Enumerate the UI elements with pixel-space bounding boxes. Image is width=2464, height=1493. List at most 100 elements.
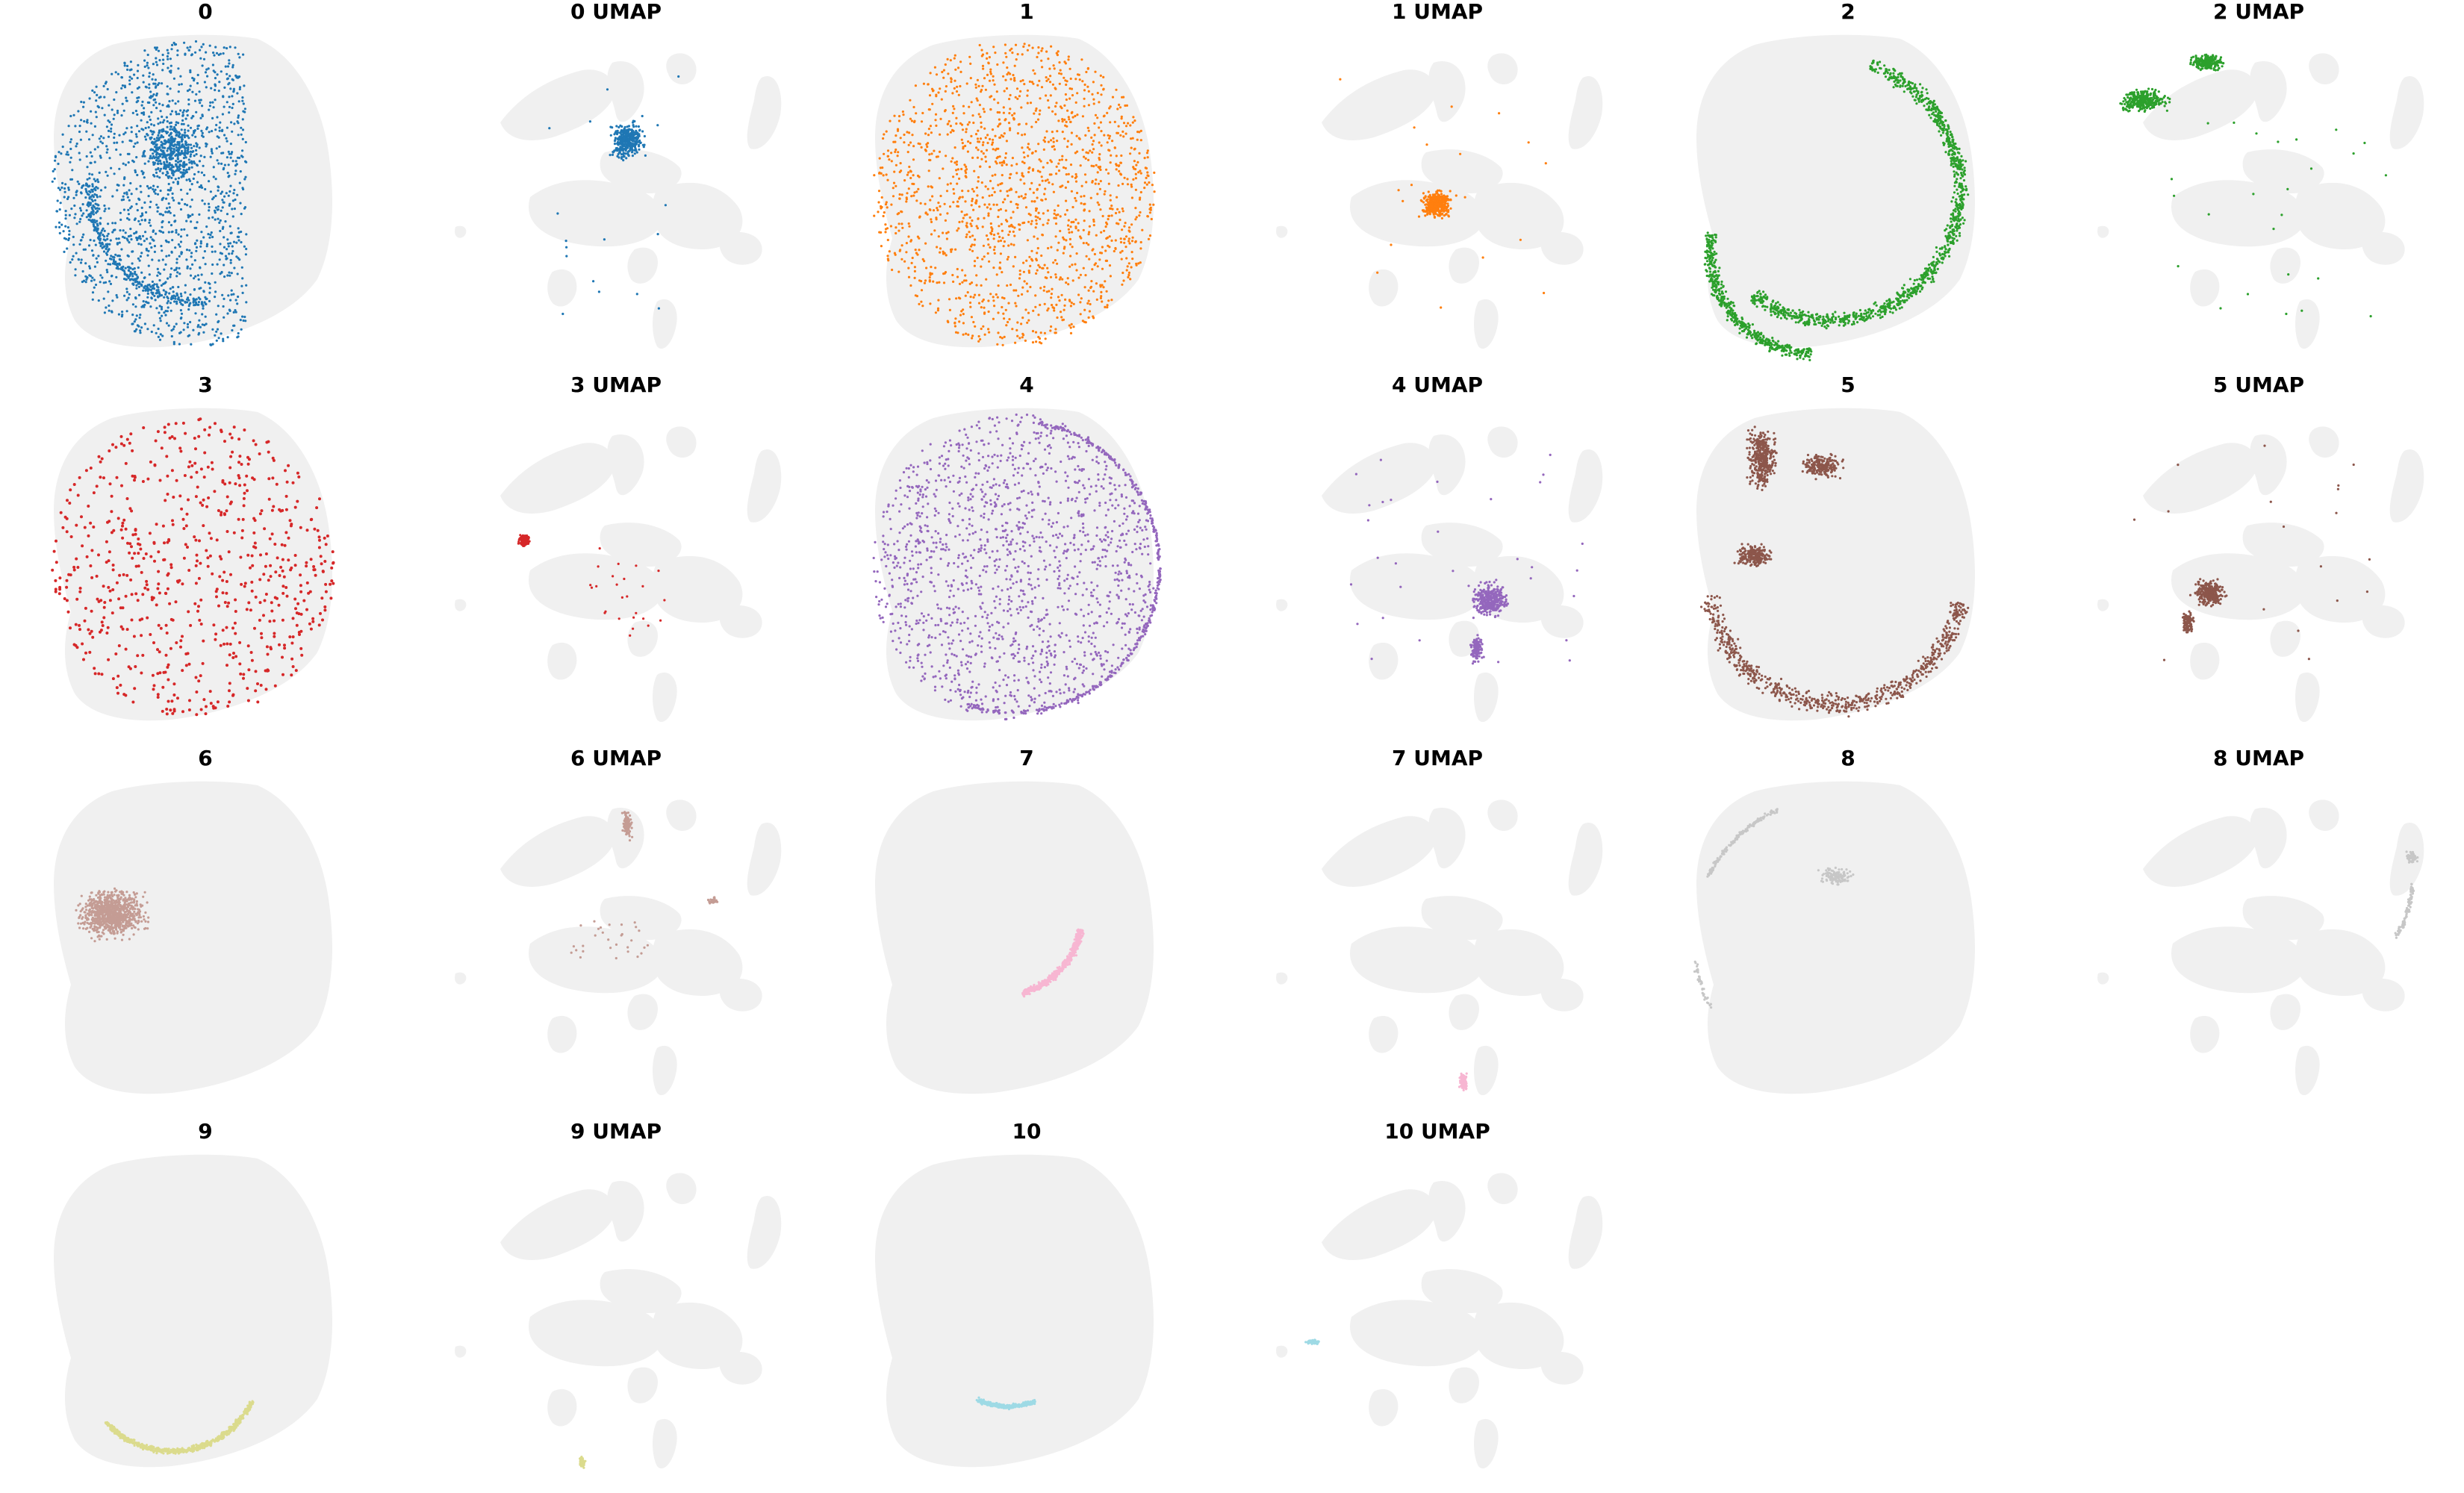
data-point [108, 243, 111, 246]
data-point [996, 110, 999, 114]
data-point [953, 54, 956, 57]
data-point [1944, 119, 1947, 122]
data-point [87, 244, 91, 247]
data-point [1099, 284, 1102, 287]
data-point [199, 242, 202, 245]
data-point [234, 309, 237, 312]
data-point [82, 212, 85, 215]
data-point [1018, 337, 1021, 340]
data-point [123, 62, 126, 65]
data-point [900, 244, 903, 247]
data-point [880, 196, 883, 199]
data-point [1034, 294, 1037, 297]
data-point [127, 213, 130, 216]
data-point [106, 237, 109, 240]
data-point [978, 205, 981, 208]
data-point [656, 124, 659, 127]
data-point [152, 184, 155, 187]
data-point [1082, 228, 1085, 231]
data-point [191, 213, 194, 216]
data-point [1026, 146, 1030, 149]
data-point [78, 130, 81, 134]
data-point [237, 52, 240, 55]
data-point [929, 208, 932, 211]
data-point [981, 300, 984, 303]
data-point [1139, 169, 1142, 172]
data-point [962, 333, 965, 336]
data-point [1829, 321, 1832, 324]
data-point [1051, 304, 1054, 307]
data-point [891, 268, 894, 272]
data-point [234, 46, 237, 49]
data-point [171, 165, 174, 168]
data-point [96, 224, 99, 227]
data-point [998, 235, 1001, 238]
data-point [936, 281, 939, 284]
data-point [1097, 182, 1101, 185]
data-point [895, 134, 897, 137]
data-point [1044, 198, 1048, 201]
data-point [1108, 107, 1111, 110]
data-point [155, 203, 158, 206]
data-point [622, 145, 625, 148]
data-point [220, 192, 223, 195]
data-point [233, 188, 236, 192]
data-point [188, 249, 191, 252]
data-point [968, 231, 971, 234]
data-point [1764, 305, 1767, 308]
data-point [184, 301, 187, 304]
data-point [147, 187, 150, 190]
data-point [1083, 195, 1086, 198]
data-point [1106, 111, 1109, 114]
data-point [199, 287, 202, 290]
data-point [217, 205, 220, 208]
data-point [97, 181, 100, 184]
data-point [149, 285, 152, 288]
data-point [926, 213, 929, 216]
data-point [109, 239, 112, 242]
data-point [180, 122, 184, 125]
data-point [154, 192, 157, 195]
data-point [1962, 222, 1965, 225]
data-point [960, 211, 963, 213]
background-umap-blob [1540, 231, 1584, 265]
data-point [161, 213, 164, 216]
data-point [214, 206, 217, 209]
data-point [211, 250, 214, 253]
data-point [1433, 208, 1436, 211]
data-point [1085, 181, 1088, 184]
data-point [58, 231, 61, 234]
data-point [94, 243, 97, 246]
data-point [205, 225, 208, 228]
data-point [1100, 93, 1103, 96]
data-point [945, 231, 948, 234]
data-point [633, 119, 636, 123]
data-point [186, 46, 189, 49]
data-point [1039, 97, 1042, 100]
data-point [230, 121, 233, 124]
data-point [995, 162, 998, 165]
data-point [222, 340, 225, 343]
data-point [967, 140, 970, 143]
data-point [229, 156, 232, 159]
data-point [1023, 156, 1026, 159]
data-point [202, 307, 205, 310]
data-point [89, 275, 93, 278]
data-point [939, 87, 942, 90]
data-point [1428, 193, 1431, 196]
data-point [152, 82, 155, 85]
data-point [944, 109, 947, 112]
background-umap-blob [547, 269, 577, 307]
data-point [111, 72, 113, 75]
data-point [999, 336, 1002, 339]
data-point [183, 228, 186, 231]
data-point [209, 101, 212, 104]
data-point [1053, 216, 1056, 219]
data-point [223, 134, 226, 137]
data-point [1113, 146, 1116, 149]
data-point [1936, 258, 1939, 261]
data-point [186, 234, 189, 237]
data-point [977, 140, 981, 143]
data-point [67, 238, 70, 242]
data-point [1029, 264, 1032, 267]
